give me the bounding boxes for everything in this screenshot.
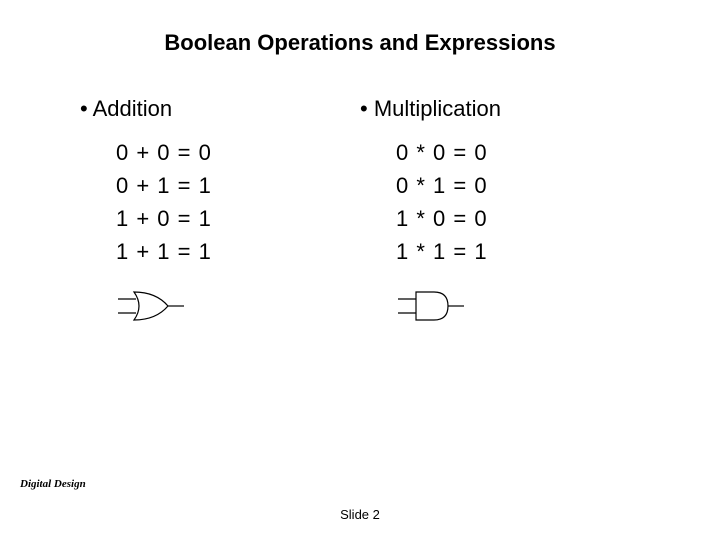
equation: 1 + 0 = 1: [116, 202, 360, 235]
addition-column: Addition 0 + 0 = 0 0 + 1 = 1 1 + 0 = 1 1…: [80, 96, 360, 326]
content-area: Addition 0 + 0 = 0 0 + 1 = 1 1 + 0 = 1 1…: [0, 56, 720, 326]
multiplication-column: Multiplication 0 * 0 = 0 0 * 1 = 0 1 * 0…: [360, 96, 640, 326]
footer-course-name: Digital Design: [20, 478, 86, 490]
addition-equations: 0 + 0 = 0 0 + 1 = 1 1 + 0 = 1 1 + 1 = 1: [80, 136, 360, 268]
equation: 1 + 1 = 1: [116, 235, 360, 268]
equation: 0 * 1 = 0: [396, 169, 640, 202]
equation: 0 + 0 = 0: [116, 136, 360, 169]
equation: 0 + 1 = 1: [116, 169, 360, 202]
and-gate-icon: [396, 286, 466, 326]
and-gate: [360, 268, 640, 326]
equation: 0 * 0 = 0: [396, 136, 640, 169]
equation: 1 * 1 = 1: [396, 235, 640, 268]
slide-title: Boolean Operations and Expressions: [0, 0, 720, 56]
addition-header: Addition: [80, 96, 360, 122]
multiplication-equations: 0 * 0 = 0 0 * 1 = 0 1 * 0 = 0 1 * 1 = 1: [360, 136, 640, 268]
slide-number: Slide 2: [0, 507, 720, 522]
equation: 1 * 0 = 0: [396, 202, 640, 235]
multiplication-header: Multiplication: [360, 96, 640, 122]
or-gate-icon: [116, 286, 186, 326]
or-gate: [80, 268, 360, 326]
